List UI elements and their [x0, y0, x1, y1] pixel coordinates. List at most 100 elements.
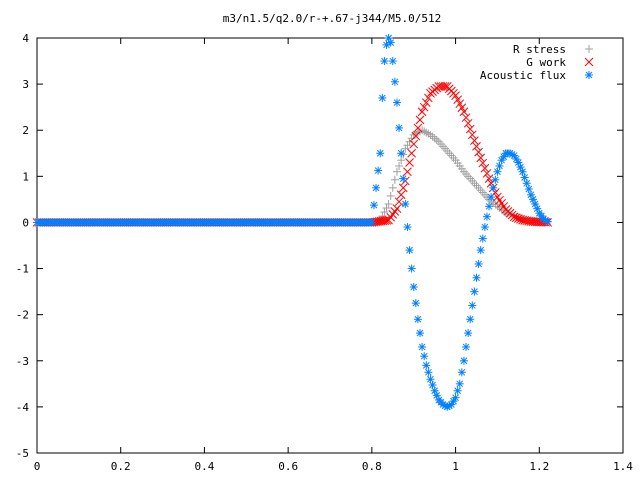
x-tick-label: 0.8	[362, 460, 382, 473]
data-point	[405, 246, 414, 255]
data-point	[390, 175, 399, 184]
data-point	[403, 223, 412, 232]
data-point	[455, 379, 464, 388]
y-tick-label: 2	[22, 124, 29, 137]
data-point	[470, 287, 479, 296]
chart-title: m3/n1.5/q2.0/r-+.67-j344/M5.0/512	[223, 12, 442, 25]
data-point	[484, 174, 494, 183]
data-point	[472, 142, 481, 151]
data-point	[380, 208, 389, 217]
data-point	[403, 141, 412, 150]
data-point	[398, 183, 408, 193]
data-point	[395, 161, 404, 170]
series-1	[32, 82, 553, 227]
data-point	[411, 131, 421, 141]
data-point	[420, 352, 429, 361]
plot-frame	[36, 37, 624, 454]
data-point	[459, 356, 468, 365]
y-tick-label: -3	[16, 355, 29, 368]
y-tick-label: 1	[22, 170, 29, 183]
data-point	[418, 126, 427, 135]
data-point	[382, 204, 391, 213]
data-point	[426, 375, 435, 384]
data-point	[405, 158, 414, 167]
data-point	[486, 178, 496, 188]
data-point	[480, 223, 489, 232]
data-point	[419, 102, 429, 112]
legend-label: Acoustic flux	[480, 69, 566, 82]
data-point	[459, 107, 469, 117]
data-point	[422, 128, 431, 137]
x-tick-label: 1.2	[529, 460, 549, 473]
data-point	[386, 191, 395, 200]
data-point	[487, 193, 496, 202]
data-point	[470, 136, 479, 145]
data-point	[418, 342, 427, 351]
data-point	[380, 216, 390, 226]
data-point	[522, 179, 531, 188]
data-point	[386, 38, 395, 47]
data-point	[440, 82, 450, 91]
data-point	[455, 99, 465, 109]
data-point	[426, 130, 435, 139]
legend-marker	[585, 45, 593, 53]
data-point	[518, 167, 527, 176]
data-point	[388, 183, 397, 192]
y-tick-label: 0	[22, 216, 29, 229]
x-tick-label: 1	[452, 460, 459, 473]
data-point	[367, 218, 376, 227]
data-point	[457, 103, 467, 113]
data-point	[520, 173, 529, 182]
data-point	[415, 115, 425, 125]
data-point	[384, 200, 393, 208]
x-tick-label: 0.6	[278, 460, 298, 473]
data-point	[463, 118, 473, 128]
data-point	[396, 190, 406, 200]
data-point	[413, 128, 422, 137]
data-point	[466, 315, 475, 324]
data-point	[436, 82, 446, 91]
data-point	[428, 132, 437, 141]
data-point	[378, 93, 387, 102]
data-point	[397, 156, 406, 165]
legend-label: G work	[526, 56, 566, 69]
data-point	[482, 169, 492, 178]
data-point	[497, 156, 506, 165]
data-point	[369, 201, 378, 210]
data-point	[395, 123, 404, 132]
data-point	[485, 202, 494, 211]
data-point	[468, 301, 477, 310]
data-point	[411, 299, 420, 308]
data-point	[464, 329, 473, 338]
y-tick-label: -2	[16, 309, 29, 322]
data-point	[489, 183, 498, 192]
series-layer	[32, 34, 553, 411]
data-point	[434, 82, 444, 91]
series-2	[33, 34, 552, 411]
data-point	[512, 155, 521, 164]
data-point	[461, 113, 471, 122]
data-point	[467, 130, 477, 140]
data-point	[424, 368, 433, 377]
data-point	[415, 329, 424, 338]
data-point	[388, 57, 397, 66]
data-point	[372, 183, 381, 192]
data-point	[482, 212, 491, 221]
data-point	[392, 204, 402, 213]
data-point	[474, 259, 483, 268]
data-point	[493, 202, 502, 211]
data-point	[424, 129, 433, 138]
legend-marker	[584, 57, 594, 67]
x-tick-label: 1.4	[613, 460, 633, 473]
data-point	[451, 393, 460, 402]
y-axis: 4 3 2 1 0 -1 -2 -3 -4 -5	[16, 32, 623, 460]
legend-label: R stress	[513, 43, 566, 56]
data-point	[524, 185, 533, 194]
data-point	[451, 91, 460, 100]
data-point	[480, 163, 490, 173]
data-point	[474, 147, 483, 157]
data-point	[491, 175, 500, 184]
data-point	[413, 315, 422, 324]
